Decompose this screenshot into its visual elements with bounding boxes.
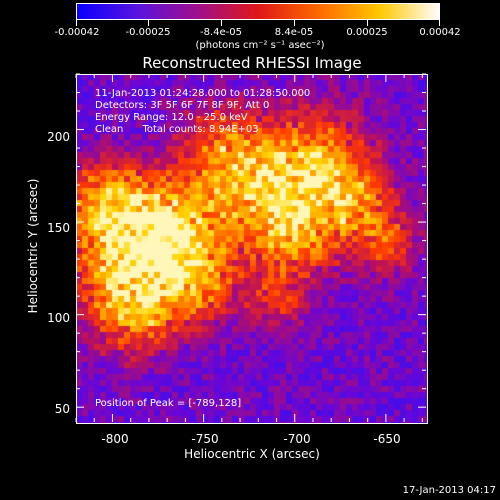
colorbar xyxy=(76,3,440,20)
y-tick-label-2: 150 xyxy=(47,221,70,235)
colorbar-tick-marks xyxy=(76,20,440,28)
peak-position: Position of Peak = [-789,128] xyxy=(95,398,242,409)
colorbar-tick-1: -0.00042 xyxy=(54,27,100,38)
colorbar-tick-6: 0.00042 xyxy=(419,27,461,38)
x-tick-label-1: -800 xyxy=(101,432,129,446)
x-tick-label-4: -650 xyxy=(373,432,401,446)
footer-timestamp: 17-Jan-2013 04:17 xyxy=(402,485,496,496)
y-tick-label-3: 100 xyxy=(47,311,70,325)
energy-range-info: Energy Range: 12.0 - 25.0 keV xyxy=(95,112,248,123)
colorbar-tick-2: -0.00025 xyxy=(125,27,171,38)
detectors-info: Detectors: 3F 5F 6F 7F 8F 9F, Att 0 xyxy=(95,100,270,111)
chart-title: Reconstructed RHESSI Image xyxy=(142,54,362,72)
y-tick-label-4: 50 xyxy=(54,402,70,416)
clean-counts-info: Clean Total counts: 8.94E+03 xyxy=(95,124,259,135)
observation-time: 11-Jan-2013 01:24:28.000 to 01:28:50.000 xyxy=(95,88,311,99)
y-axis-label: Heliocentric Y (arcsec) xyxy=(26,178,40,314)
colorbar-units: (photons cm⁻² s⁻¹ asec⁻²) xyxy=(195,40,325,51)
x-tick-label-3: -700 xyxy=(283,432,311,446)
heatmap-image xyxy=(76,74,428,424)
y-tick-label-1: 200 xyxy=(47,130,70,144)
x-tick-label-2: -750 xyxy=(191,432,219,446)
colorbar-tick-3: -8.4e-05 xyxy=(200,27,242,38)
colorbar-frame xyxy=(76,3,440,20)
x-axis-label: Heliocentric X (arcsec) xyxy=(184,447,320,461)
colorbar-tick-4: 8.4e-05 xyxy=(274,27,314,38)
colorbar-tick-5: 0.00025 xyxy=(346,27,388,38)
